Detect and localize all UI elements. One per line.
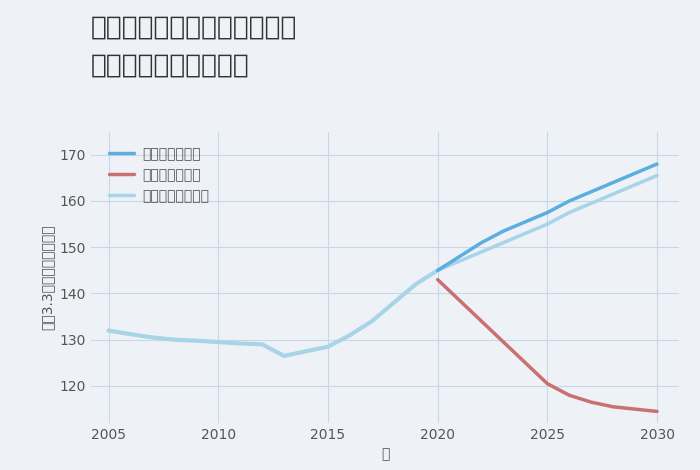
ノーマルシナリオ [587,201,596,206]
ノーマルシナリオ [631,182,639,188]
ノーマルシナリオ [653,172,662,178]
グッドシナリオ [543,210,552,215]
ノーマルシナリオ [456,258,464,264]
バッドシナリオ [587,400,596,405]
バッドシナリオ [433,277,442,282]
グッドシナリオ [522,219,530,225]
Legend: グッドシナリオ, バッドシナリオ, ノーマルシナリオ: グッドシナリオ, バッドシナリオ, ノーマルシナリオ [104,141,216,209]
グッドシナリオ [499,228,508,234]
ノーマルシナリオ [543,221,552,227]
バッドシナリオ [456,298,464,303]
グッドシナリオ [433,267,442,273]
グッドシナリオ [653,161,662,167]
バッドシナリオ [653,408,662,414]
バッドシナリオ [522,360,530,366]
グッドシナリオ [456,254,464,259]
ノーマルシナリオ [609,191,617,197]
X-axis label: 年: 年 [381,447,389,462]
バッドシナリオ [543,381,552,386]
Line: グッドシナリオ: グッドシナリオ [438,164,657,270]
バッドシナリオ [499,339,508,345]
ノーマルシナリオ [433,267,442,273]
ノーマルシナリオ [499,240,508,245]
グッドシナリオ [609,180,617,185]
Text: 兵庫県西宮市上ヶ原七番町の
中古戸建ての価格推移: 兵庫県西宮市上ヶ原七番町の 中古戸建ての価格推移 [91,14,298,78]
ノーマルシナリオ [522,231,530,236]
Y-axis label: 坪（3.3㎡）単価（万円）: 坪（3.3㎡）単価（万円） [40,225,54,330]
グッドシナリオ [631,171,639,176]
バッドシナリオ [609,404,617,410]
グッドシナリオ [587,189,596,195]
ノーマルシナリオ [477,249,486,255]
バッドシナリオ [565,392,573,398]
バッドシナリオ [477,318,486,324]
グッドシナリオ [565,198,573,204]
バッドシナリオ [631,406,639,412]
Line: ノーマルシナリオ: ノーマルシナリオ [438,175,657,270]
Line: バッドシナリオ: バッドシナリオ [438,280,657,411]
ノーマルシナリオ [565,210,573,215]
グッドシナリオ [477,240,486,245]
